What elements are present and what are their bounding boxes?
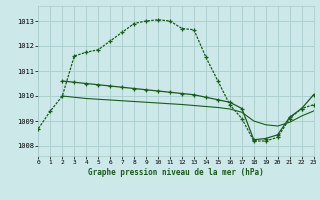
X-axis label: Graphe pression niveau de la mer (hPa): Graphe pression niveau de la mer (hPa) <box>88 168 264 177</box>
